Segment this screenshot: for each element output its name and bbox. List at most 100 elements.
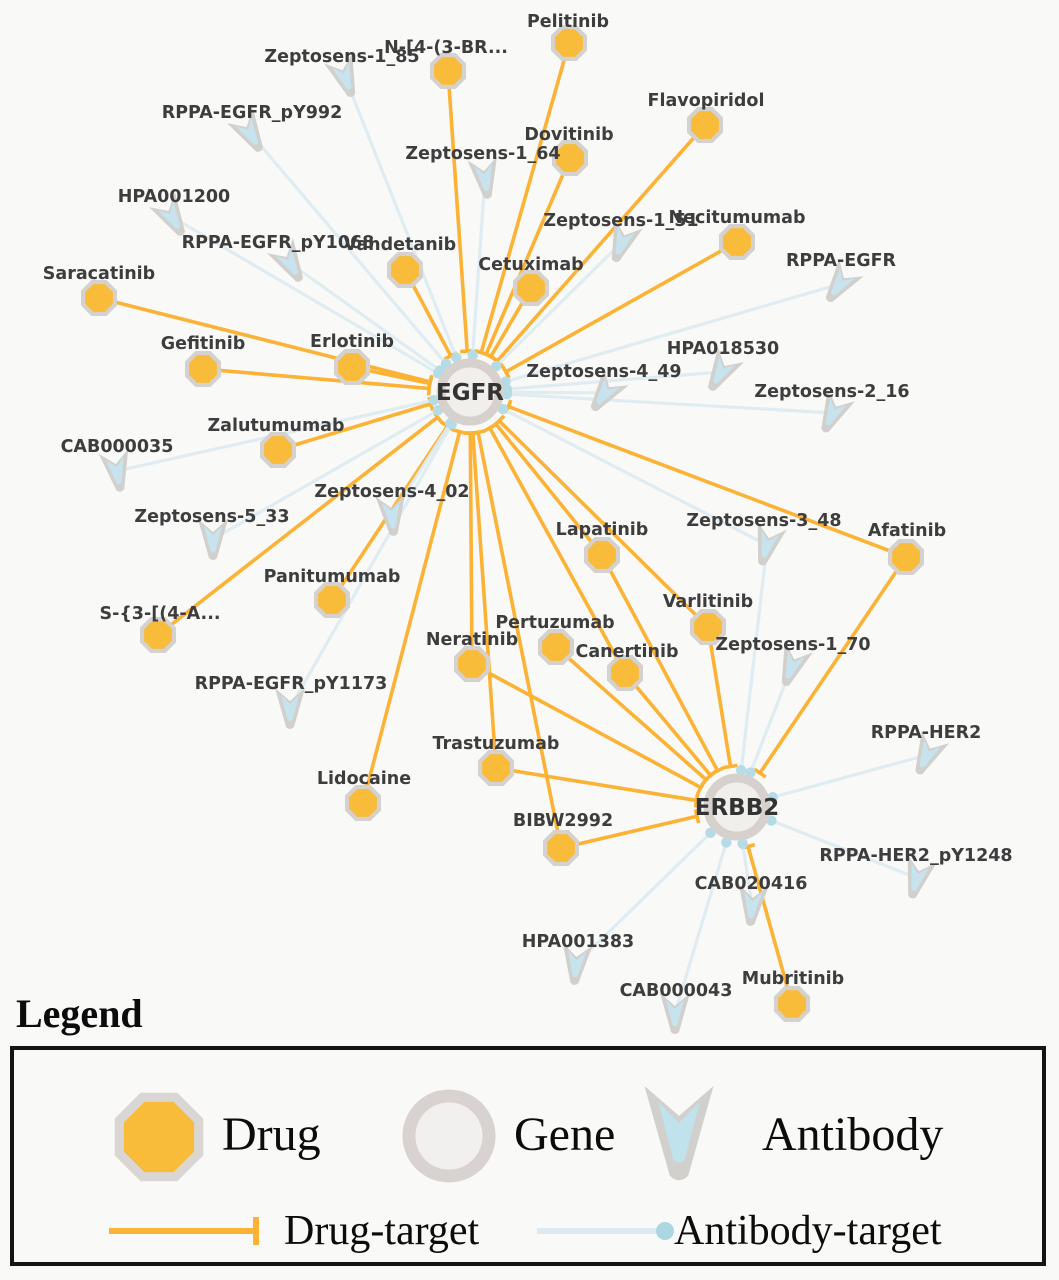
antibody-chevron-inner [911, 863, 930, 891]
drug-node-panitumumab [314, 582, 350, 618]
drug-target-edge-canertinib-erbb2 [623, 671, 713, 777]
antibody-chevron-inner [332, 61, 352, 90]
node-label-varlitinib: Varlitinib [663, 592, 753, 612]
drug-node-n4-3br [430, 53, 466, 89]
legend-gene-node-icon [402, 1089, 496, 1183]
legend-title: Legend [16, 991, 143, 1036]
antibody-target-dot [736, 765, 747, 776]
antibody-target-dot [428, 394, 440, 406]
antibody-node-z1-85 [324, 53, 356, 97]
node-label-cab000035: CAB000035 [61, 437, 174, 457]
antibody-target-edge-z3-48-erbb2 [735, 544, 769, 808]
drug-target-edge-afatinib-erbb2 [758, 555, 908, 775]
gene-node-egfr: EGFR [436, 358, 504, 426]
node-label-z1-85: Zeptosens-1_85 [264, 47, 419, 67]
antibody-chevron-inner [281, 695, 299, 722]
drug-octagon [434, 57, 462, 85]
drug-node-flavopiridol [687, 107, 723, 143]
antibody-target-dot [501, 388, 513, 400]
drug-octagon [556, 144, 584, 172]
drug-target-edge-varlitinib-egfr [497, 419, 710, 629]
node-label-panitumumab: Panitumumab [264, 567, 401, 587]
drug-node-gefitinib [185, 351, 221, 387]
drug-node-saracatinib [81, 280, 117, 316]
antibody-chevron-inner [919, 739, 941, 768]
node-label-necitumumab: Necitumumab [669, 208, 806, 228]
node-label-saracatinib: Saracatinib [43, 264, 155, 284]
antibody-chevron-inner [712, 356, 736, 384]
antibody-chevron-inner [744, 891, 763, 919]
drug-target-edge-afatinib-egfr [507, 404, 907, 559]
drug-octagon [694, 613, 722, 641]
legend-antibody-target-label: Antibody-target [674, 1208, 942, 1254]
drug-target-edge-dovitinib-egfr [484, 157, 572, 356]
drug-node-dovitinib [552, 140, 588, 176]
antibody-node-z4-49 [590, 368, 629, 412]
drug-node-s3-4a [140, 617, 176, 653]
drug-target-edge-mubritinib-erbb2 [746, 846, 794, 1005]
drug-target-edge-gefitinib-egfr [202, 367, 430, 391]
antibody-target-dot [497, 403, 509, 415]
antibody-target-dot [721, 837, 732, 848]
antibody-node-z1-51 [611, 218, 643, 262]
drug-node-canertinib [607, 655, 643, 691]
node-label-lapatinib: Lapatinib [556, 520, 649, 540]
antibody-node-z5-33 [198, 519, 228, 560]
antibody-chevron-inner [831, 268, 855, 296]
antibody-node-py1068 [267, 238, 303, 282]
antibody-target-edge-hpa001200-egfr [171, 215, 471, 394]
antibody-target-dot [767, 792, 778, 803]
drug-octagon [144, 621, 172, 649]
node-label-py1248: RPPA-HER2_pY1248 [819, 846, 1012, 866]
node-label-z5-33: Zeptosens-5_33 [134, 507, 289, 527]
drug-octagon [588, 541, 616, 569]
antibody-chevron-inner [761, 530, 780, 558]
antibody-target-edge-py1173-egfr [288, 391, 472, 709]
drug-octagon [778, 990, 806, 1018]
drug-node-zalutumumab [260, 432, 296, 468]
antibody-node-rppa-egfr [825, 259, 864, 303]
antibody-node-z3-48 [757, 521, 787, 566]
node-label-z2-16: Zeptosens-2_16 [754, 382, 909, 402]
drug-target-tick [426, 376, 434, 391]
antibody-chevron-inner [568, 950, 587, 978]
drug-node-cetuximab [513, 270, 549, 306]
drug-target-edge-neratinib-erbb2 [471, 662, 702, 790]
node-label-zalutumumab: Zalutumumab [207, 416, 344, 436]
drug-node-lapatinib [584, 537, 620, 573]
drug-octagon [338, 353, 366, 381]
drug-target-edge-canertinib-egfr [488, 427, 627, 674]
node-label-rppa-her2: RPPA-HER2 [871, 723, 982, 743]
drug-octagon [349, 789, 377, 817]
gene-circle [436, 358, 504, 426]
node-label-pertuzumab: Pertuzumab [495, 613, 614, 633]
drug-node-necitumumab [719, 224, 755, 260]
antibody-node-cab000043 [660, 993, 690, 1034]
node-label-z4-02: Zeptosens-4_02 [314, 482, 469, 502]
drug-target-edge-neratinib-egfr [468, 432, 474, 665]
drug-octagon [264, 436, 292, 464]
drug-octagon [555, 29, 583, 57]
antibody-target-dot [766, 815, 777, 826]
drug-octagon [318, 586, 346, 614]
antibody-target-edge-z3-48-egfr [469, 390, 768, 547]
drug-target-edge-lapatinib-egfr [494, 422, 604, 557]
antibody-target-edge-z2-16-egfr [469, 390, 834, 415]
gene-circle [703, 773, 771, 841]
node-label-cab020416: CAB020416 [695, 874, 808, 894]
antibody-chevron-inner [785, 650, 805, 679]
antibody-target-dot [737, 838, 748, 849]
node-label-n4-3br: N-[4-(3-BR... [384, 38, 508, 58]
drug-target-edge-trastuzumab-erbb2 [495, 766, 697, 803]
node-label-bibw2992: BIBW2992 [513, 811, 613, 831]
node-label-erlotinib: Erlotinib [310, 332, 394, 352]
antibody-chevron-inner [204, 526, 222, 553]
node-label-cab000043: CAB000043 [620, 981, 733, 1001]
node-label-z1-51: Zeptosens-1_51 [543, 211, 698, 231]
node-label-afatinib: Afatinib [868, 521, 946, 541]
drug-octagon [547, 834, 575, 862]
node-label-rppa-egfr: RPPA-EGFR [786, 251, 897, 271]
drug-target-tick [700, 773, 713, 787]
node-label-hpa018530: HPA018530 [667, 339, 779, 359]
node-label-z1-70: Zeptosens-1_70 [715, 635, 870, 655]
